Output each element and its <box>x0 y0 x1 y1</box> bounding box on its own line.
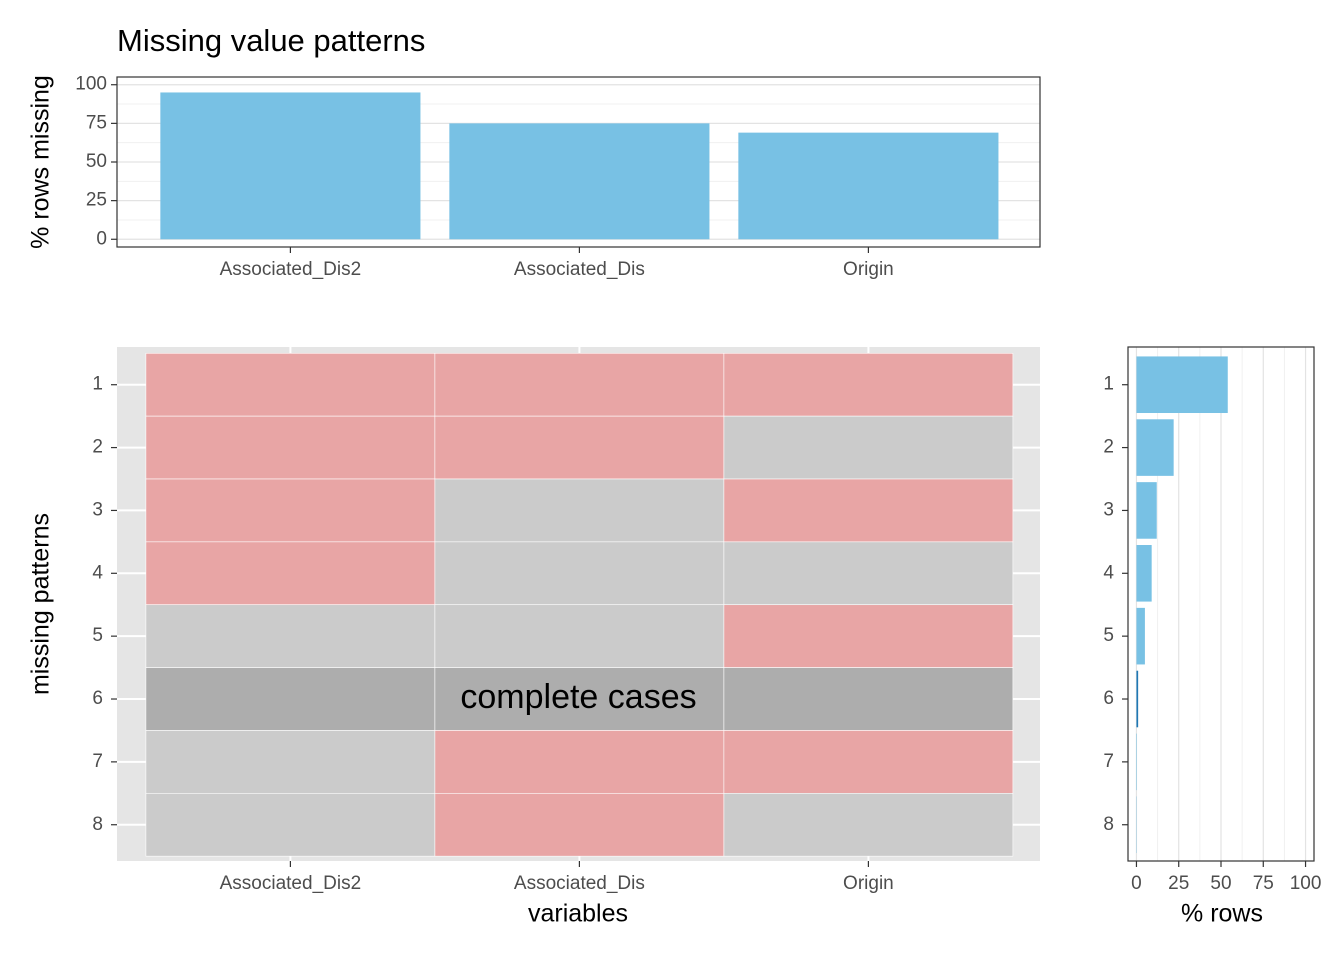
y-tick-label: 2 <box>1103 437 1114 458</box>
tile <box>145 793 436 857</box>
tile <box>145 730 436 794</box>
x-tick-label: Associated_Dis <box>514 873 645 894</box>
x-tick-label: 25 <box>1168 873 1189 894</box>
y-tick-label: 8 <box>92 814 103 835</box>
y-tick-label: 8 <box>1103 814 1114 835</box>
tile <box>434 352 725 417</box>
bar <box>1136 670 1139 728</box>
tile <box>723 667 1014 731</box>
y-tick-label: 50 <box>86 151 107 172</box>
tile <box>434 793 725 857</box>
tile <box>723 352 1014 417</box>
tile <box>434 604 725 668</box>
tile <box>723 793 1014 857</box>
annotation: complete cases <box>460 678 696 716</box>
bar <box>1136 607 1145 665</box>
y-tick-label: 3 <box>92 499 103 520</box>
bar <box>1136 419 1174 476</box>
tile <box>145 667 436 731</box>
y-tick-label: 4 <box>1103 562 1114 583</box>
y-tick-label: 2 <box>92 437 103 458</box>
x-tick-label: 0 <box>1131 873 1142 894</box>
bar <box>1136 733 1137 791</box>
x-tick-label: 100 <box>1290 873 1322 894</box>
bar <box>738 132 999 240</box>
x-tick-label: Origin <box>843 259 894 280</box>
y-tick-label: 100 <box>75 74 107 95</box>
tile <box>723 604 1014 668</box>
panel-border <box>116 76 1041 248</box>
tile <box>434 478 725 543</box>
y-tick-label: 0 <box>96 228 107 249</box>
tile <box>145 415 436 480</box>
x-tick-label: Associated_Dis2 <box>220 873 362 894</box>
x-tick-label: Origin <box>843 873 894 894</box>
tile <box>723 541 1014 606</box>
y-tick-label: 4 <box>92 562 103 583</box>
y-tick-label: 6 <box>92 688 103 709</box>
chart-title: Missing value patterns <box>117 23 425 58</box>
x-tick-label: Associated_Dis2 <box>220 259 362 280</box>
x-tick-label: 75 <box>1253 873 1274 894</box>
tile <box>723 730 1014 794</box>
tile <box>723 478 1014 543</box>
y-tick-label: 5 <box>1103 625 1114 646</box>
y-tick-label: 7 <box>92 751 103 772</box>
y-tick-label: 7 <box>1103 751 1114 772</box>
tile <box>145 478 436 543</box>
x-tick-label: Associated_Dis <box>514 259 645 280</box>
x-tick-label: 50 <box>1210 873 1231 894</box>
y-tick-label: 1 <box>92 374 103 395</box>
tile <box>145 541 436 606</box>
bar <box>1136 545 1152 602</box>
tile <box>434 415 725 480</box>
x-axis-label: variables <box>528 900 628 928</box>
bar <box>160 92 421 240</box>
bar <box>1136 482 1157 539</box>
panel-border <box>1127 346 1315 862</box>
y-tick-label: 1 <box>1103 374 1114 395</box>
y-tick-label: 25 <box>86 190 107 211</box>
bar <box>1136 356 1228 414</box>
y-tick-label: 75 <box>86 112 107 133</box>
x-axis-label: % rows <box>1181 900 1263 928</box>
bar <box>449 123 710 240</box>
y-axis-label: missing patterns <box>27 513 55 695</box>
y-tick-label: 5 <box>92 625 103 646</box>
tile <box>723 415 1014 480</box>
tile <box>145 352 436 417</box>
tile <box>434 541 725 606</box>
tile <box>145 604 436 668</box>
y-axis-label: % rows missing <box>27 75 55 249</box>
y-tick-label: 3 <box>1103 499 1114 520</box>
y-tick-label: 6 <box>1103 688 1114 709</box>
tile <box>434 730 725 794</box>
